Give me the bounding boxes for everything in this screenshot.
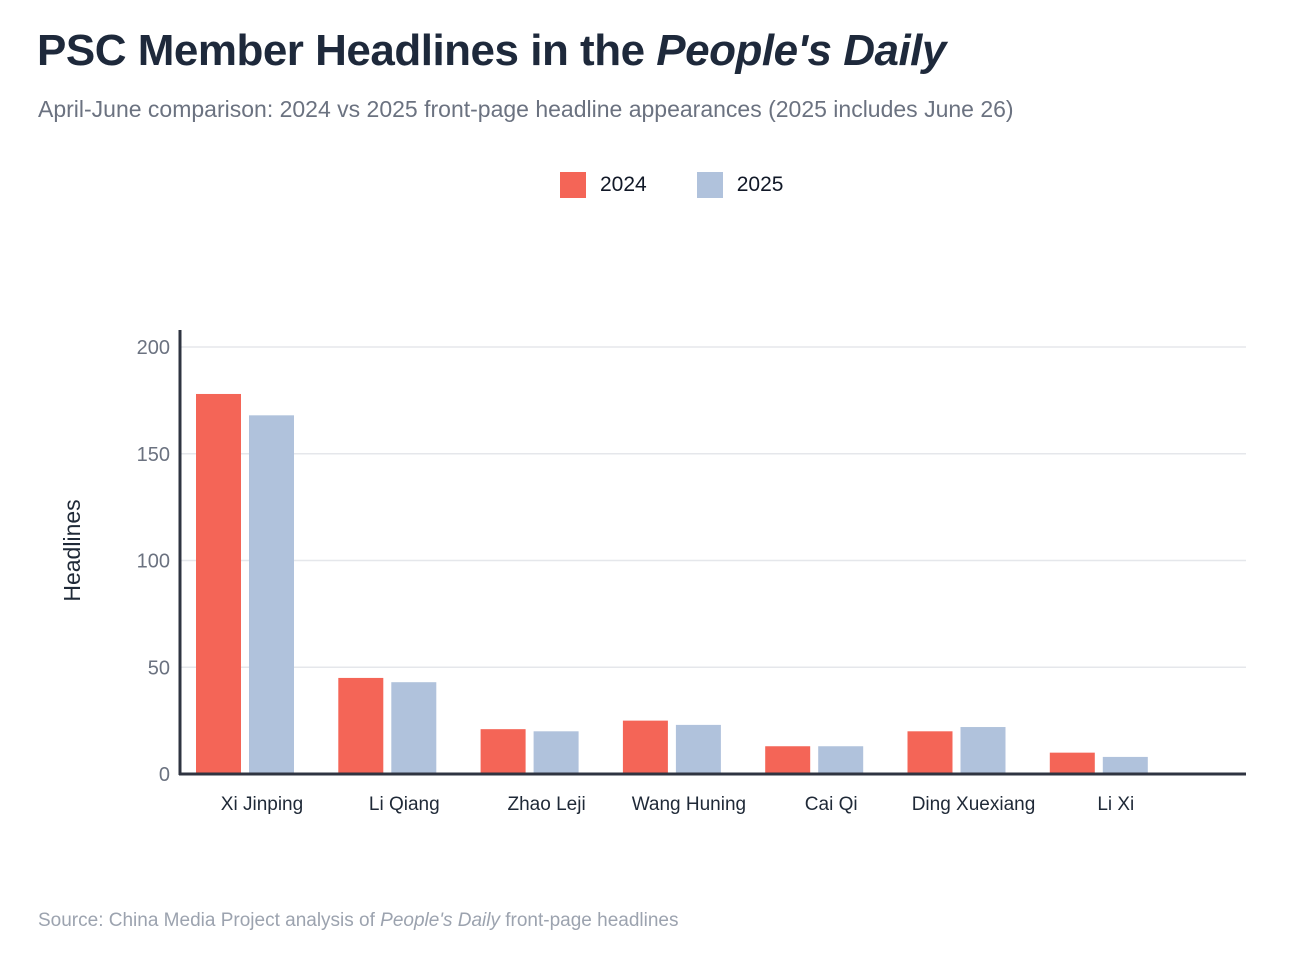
bar-xi-jinping-2024[interactable] (196, 393, 241, 774)
chart-title: PSC Member Headlines in the People's Dai… (37, 26, 946, 76)
x-tick-label-zhao-leji: Zhao Leji (508, 794, 586, 815)
legend-swatch-2024 (560, 172, 586, 198)
bar-li-xi-2024[interactable] (1049, 752, 1095, 774)
title-publication: People's Daily (656, 26, 946, 75)
bar-cai-qi-2024[interactable] (765, 746, 811, 774)
y-axis-title: Headlines (59, 499, 85, 601)
source-suffix: front-page headlines (499, 910, 679, 931)
bar-zhao-leji-2024[interactable] (480, 729, 526, 774)
x-tick-label-wang-huning: Wang Huning (632, 794, 746, 815)
y-tick-label-0: 0 (159, 764, 170, 786)
bar-ding-xuexiang-2024[interactable] (907, 731, 953, 774)
x-tick-label-li-qiang: Li Qiang (369, 794, 440, 815)
y-tick-label-50: 50 (148, 657, 170, 679)
source-prefix: Source: China Media Project analysis of (38, 910, 381, 931)
bar-li-xi-2025[interactable] (1102, 756, 1148, 774)
source-publication: People's Daily (380, 910, 500, 931)
bar-ding-xuexiang-2025[interactable] (960, 727, 1006, 774)
legend: 2024 2025 (560, 172, 783, 198)
bar-zhao-leji-2025[interactable] (533, 731, 579, 774)
chart-subtitle: April-June comparison: 2024 vs 2025 fron… (38, 96, 1014, 122)
legend-item-2024[interactable]: 2024 (560, 172, 647, 198)
x-tick-label-ding-xuexiang: Ding Xuexiang (912, 794, 1036, 815)
bar-li-qiang-2024[interactable] (338, 677, 384, 774)
x-tick-label-cai-qi: Cai Qi (805, 794, 858, 815)
bar-wang-huning-2024[interactable] (622, 720, 668, 774)
legend-label-2025: 2025 (736, 173, 784, 196)
bar-chart: 0 50 100 150 200 Headlines Xi Jinping Li Qiang Z… (59, 330, 1246, 815)
x-tick-label-xi-jinping: Xi Jinping (221, 794, 303, 815)
y-tick-label-200: 200 (137, 337, 170, 359)
source-note: Source: China Media Project analysis of … (38, 910, 679, 932)
bar-cai-qi-2025[interactable] (818, 746, 864, 774)
legend-swatch-2025 (696, 172, 723, 198)
bar-wang-huning-2025[interactable] (675, 724, 721, 774)
legend-label-2024: 2024 (600, 173, 647, 196)
legend-item-2025[interactable]: 2025 (696, 172, 784, 198)
title-text: PSC Member Headlines in the (37, 26, 657, 75)
y-tick-label-100: 100 (137, 551, 170, 573)
bar-xi-jinping-2025[interactable] (249, 415, 294, 774)
y-tick-label-150: 150 (137, 444, 170, 466)
bar-li-qiang-2025[interactable] (391, 682, 437, 774)
x-tick-label-li-xi: Li Xi (1097, 794, 1134, 815)
